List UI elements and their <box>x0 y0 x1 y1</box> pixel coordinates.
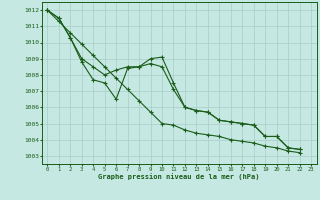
X-axis label: Graphe pression niveau de la mer (hPa): Graphe pression niveau de la mer (hPa) <box>99 173 260 180</box>
